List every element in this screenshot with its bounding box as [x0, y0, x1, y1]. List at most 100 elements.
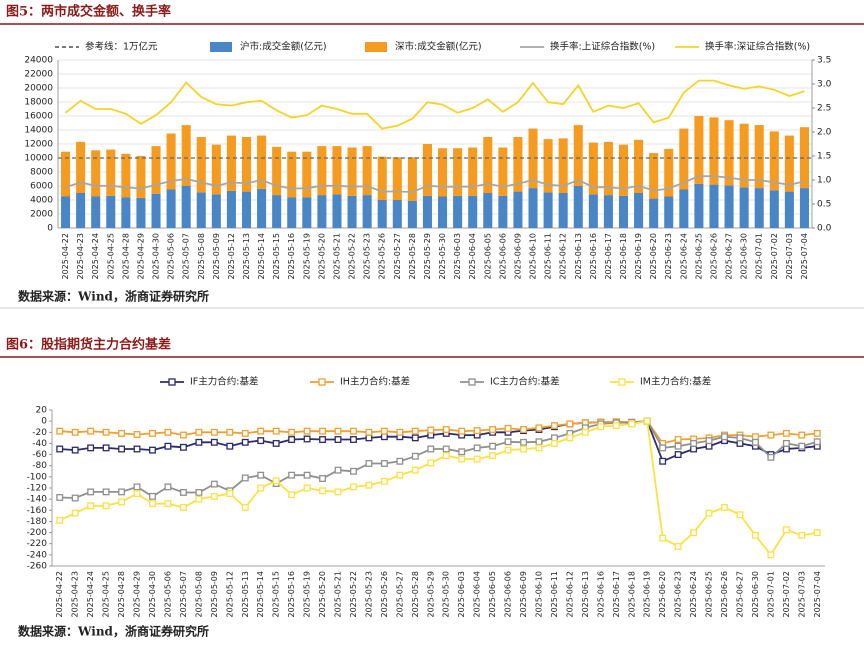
x-tick-label: 2025-05-23 — [363, 233, 372, 280]
bar — [76, 141, 86, 193]
bar — [664, 148, 674, 197]
marker — [504, 438, 512, 446]
bar — [603, 195, 613, 228]
legend-label: IM主力合约:基差 — [640, 376, 711, 388]
bar — [709, 117, 719, 185]
legend-label: 换手率:上证综合指数(%) — [550, 41, 655, 53]
marker — [334, 466, 342, 474]
marker — [226, 490, 234, 498]
x-tick-label: 2025-06-24 — [679, 233, 688, 280]
marker — [133, 483, 141, 491]
marker — [489, 426, 497, 433]
x-tick-label: 2025-07-01 — [766, 571, 775, 618]
y2-tick-label: 0.0 — [817, 224, 832, 234]
bar — [61, 151, 71, 197]
marker — [690, 439, 698, 447]
x-tick-label: 2025-06-10 — [529, 233, 538, 280]
bar — [573, 125, 583, 186]
y-tick-label: -240 — [27, 550, 48, 560]
bar — [468, 147, 478, 196]
x-tick-label: 2025-06-30 — [740, 233, 749, 280]
marker — [365, 481, 373, 489]
x-tick-label: 2025-05-16 — [287, 571, 296, 618]
bar — [453, 195, 463, 228]
marker — [458, 448, 466, 456]
y-tick-label: -200 — [27, 528, 48, 538]
marker — [798, 431, 806, 439]
y-tick-label: 6000 — [30, 182, 53, 192]
legend-swatch — [365, 42, 387, 52]
marker — [520, 426, 527, 433]
y2-tick-label: 1.5 — [817, 152, 831, 162]
bar — [784, 135, 794, 192]
x-tick-label: 2025-05-09 — [212, 233, 221, 280]
x-tick-label: 2025-04-24 — [86, 571, 95, 618]
x-tick-label: 2025-06-09 — [519, 571, 528, 618]
marker — [319, 427, 326, 435]
bar — [558, 138, 568, 193]
marker — [319, 436, 326, 443]
marker — [566, 434, 574, 442]
bar — [362, 195, 372, 228]
x-tick-label: 2025-06-11 — [550, 571, 559, 618]
x-tick-label: 2025-04-30 — [152, 233, 161, 280]
marker — [303, 435, 311, 443]
y-tick-label: 18000 — [24, 98, 53, 108]
marker — [690, 529, 698, 537]
bar — [724, 120, 734, 186]
marker — [102, 502, 110, 510]
marker — [241, 474, 249, 482]
legend-label: 换手率:深证综合指数(%) — [705, 41, 810, 53]
x-tick-label: 2025-07-03 — [797, 571, 806, 618]
marker — [226, 428, 234, 436]
marker — [767, 453, 775, 461]
marker — [551, 422, 558, 430]
x-tick-label: 2025-05-30 — [442, 571, 451, 618]
marker — [411, 434, 419, 442]
bar — [543, 139, 553, 193]
marker — [56, 445, 64, 453]
bar — [106, 149, 116, 196]
marker — [334, 488, 342, 496]
y-tick-label: 2000 — [30, 210, 53, 220]
marker — [597, 423, 605, 431]
marker — [303, 427, 311, 435]
y-tick-label: -20 — [32, 428, 47, 438]
bar — [151, 146, 161, 194]
y-tick-label: -140 — [27, 495, 48, 505]
x-tick-label: 2025-05-20 — [317, 233, 326, 280]
marker — [365, 460, 373, 467]
marker — [195, 438, 203, 446]
bar — [181, 125, 191, 186]
marker — [396, 457, 404, 465]
marker — [782, 445, 790, 453]
marker — [674, 543, 682, 550]
bar — [392, 200, 402, 228]
marker — [210, 438, 218, 446]
x-tick-label: 2025-05-27 — [395, 571, 404, 618]
y-tick-label: 20000 — [24, 84, 53, 94]
marker — [504, 424, 512, 432]
bar — [166, 133, 176, 190]
marker — [427, 445, 435, 453]
marker — [535, 424, 543, 432]
bar — [226, 135, 236, 191]
chart-title: 图6：股指期货主力合约基差 — [6, 337, 171, 353]
marker — [427, 459, 435, 467]
marker — [272, 427, 280, 435]
line-series — [65, 175, 805, 193]
x-tick-label: 2025-06-03 — [457, 571, 466, 618]
bar — [754, 188, 764, 228]
y2-tick-label: 0.5 — [817, 200, 831, 210]
marker — [736, 511, 744, 519]
marker — [56, 516, 64, 524]
legend-swatch — [168, 378, 176, 386]
bar — [769, 190, 779, 228]
marker — [272, 477, 280, 485]
marker — [257, 484, 265, 492]
marker — [257, 471, 265, 479]
marker — [241, 504, 249, 511]
bar — [121, 153, 131, 198]
bar — [211, 144, 221, 195]
